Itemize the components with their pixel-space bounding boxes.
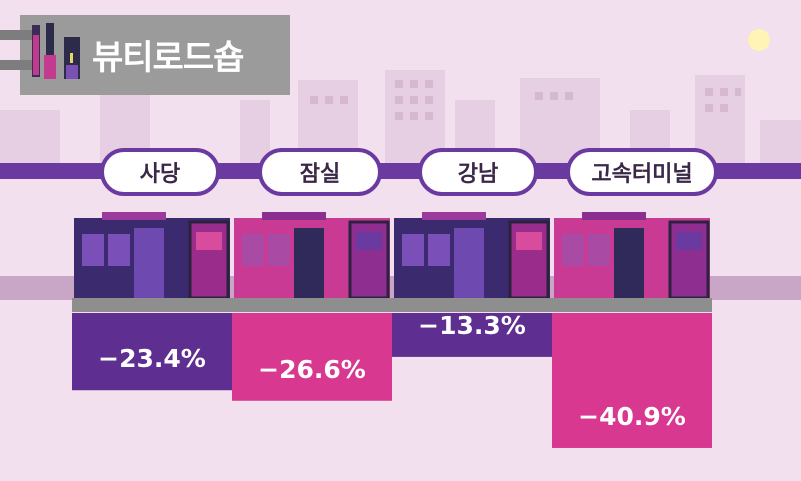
station-label-sadang: 사당 [100,148,220,196]
cosmetics-icon [32,23,80,79]
bar-3 [552,313,712,448]
station-label-jamsil: 잠실 [258,148,382,196]
value-label: −13.3% [418,310,526,340]
title-banner [0,15,290,95]
skyline-windows [310,80,741,120]
value-label: −26.6% [258,354,366,384]
sun-icon [748,29,770,51]
bar-0 [72,313,232,391]
station-label-gangnam: 강남 [418,148,538,196]
station-label-express-terminal: 고속터미널 [566,148,718,196]
value-label: −40.9% [578,401,686,431]
bar-1 [232,313,392,401]
shop-storefront [232,212,392,312]
value-label: −23.4% [98,344,206,374]
shop-storefront [552,212,712,312]
page-title: 뷰티로드숍 [92,38,244,78]
bar-2 [392,313,552,357]
shop-storefront [72,212,232,312]
shop-storefront [392,212,552,312]
